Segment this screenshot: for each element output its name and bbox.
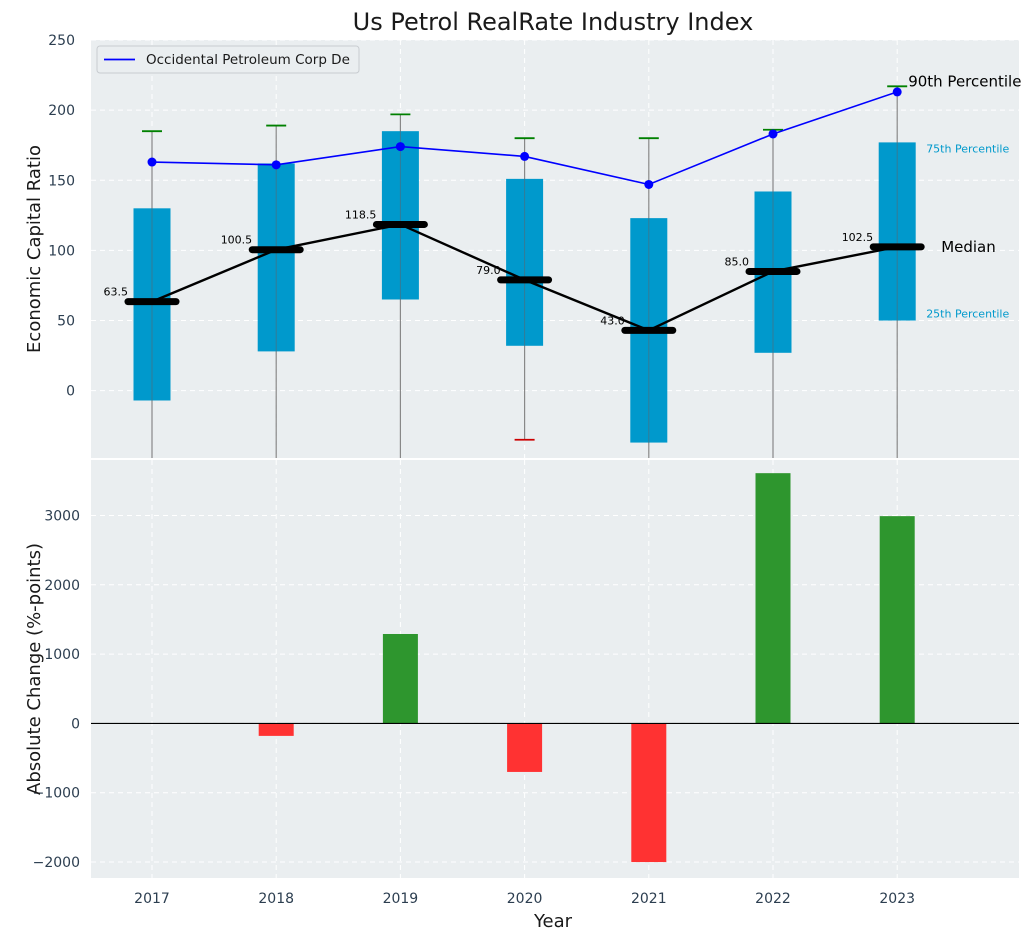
legend-box — [96, 45, 360, 74]
x-tick-label: 2018 — [258, 891, 294, 907]
bottom-y-tick-label: −2000 — [33, 855, 80, 871]
company-point — [147, 157, 157, 167]
p75-annotation: 75th Percentile — [926, 142, 1009, 155]
top-y-tick-label: 150 — [48, 173, 75, 189]
legend-label: Occidental Petroleum Corp De — [146, 52, 350, 68]
x-tick-label: 2022 — [755, 891, 791, 907]
change-bar — [755, 473, 791, 724]
median-value-label: 102.5 — [842, 231, 874, 244]
median-value-label: 118.5 — [345, 208, 377, 221]
bottom-y-tick-label: 1000 — [44, 647, 80, 663]
company-point — [520, 151, 530, 161]
x-tick-label: 2023 — [879, 891, 915, 907]
bottom-y-axis-label: Absolute Change (%-points) — [24, 543, 45, 795]
x-tick-label: 2021 — [631, 891, 667, 907]
change-bar — [631, 723, 667, 863]
bottom-y-tick-label: 3000 — [44, 508, 80, 524]
top-y-tick-label: 200 — [48, 103, 75, 119]
bottom-y-tick-label: 2000 — [44, 578, 80, 594]
company-point — [395, 142, 405, 152]
legend: Occidental Petroleum Corp De — [96, 45, 360, 74]
top-y-tick-label: 100 — [48, 243, 75, 259]
top-y-tick-label: 250 — [48, 33, 75, 49]
change-bar — [382, 633, 418, 724]
company-point — [271, 160, 281, 170]
change-bar — [507, 723, 543, 772]
top-y-tick-label: 50 — [57, 314, 75, 330]
bottom-y-tick-label: −1000 — [33, 786, 80, 802]
company-point — [644, 179, 654, 189]
bottom-plot-area — [91, 460, 1019, 878]
company-point — [892, 87, 902, 97]
x-tick-label: 2019 — [383, 891, 419, 907]
p90-annotation: 90th Percentile — [908, 72, 1021, 90]
x-tick-label: 2020 — [507, 891, 543, 907]
x-tick-label: 2017 — [134, 891, 170, 907]
median-annotation: Median — [941, 238, 996, 256]
chart-title: Us Petrol RealRate Industry Index — [353, 8, 754, 36]
bottom-y-tick-label: 0 — [71, 716, 80, 732]
change-bar — [879, 516, 915, 724]
top-panel: 0 50 100 150 200 250 Economic Capital Ratio 63.… — [24, 33, 1021, 458]
bottom-panel: −2000 −1000 0 1000 2000 3000 2017 2018 2019 2020 2… — [24, 460, 1019, 932]
median-value-label: 85.0 — [725, 255, 750, 268]
top-y-axis-label: Economic Capital Ratio — [24, 145, 45, 353]
p25-annotation: 25th Percentile — [926, 308, 1009, 321]
change-bar — [258, 723, 294, 736]
median-value-label: 100.5 — [221, 234, 253, 247]
median-value-label: 79.0 — [476, 264, 501, 277]
top-y-tick-label: 0 — [66, 384, 75, 400]
median-value-label: 43.0 — [600, 314, 625, 327]
company-point — [768, 129, 778, 139]
x-axis-label: Year — [533, 911, 573, 932]
median-value-label: 63.5 — [104, 286, 129, 299]
